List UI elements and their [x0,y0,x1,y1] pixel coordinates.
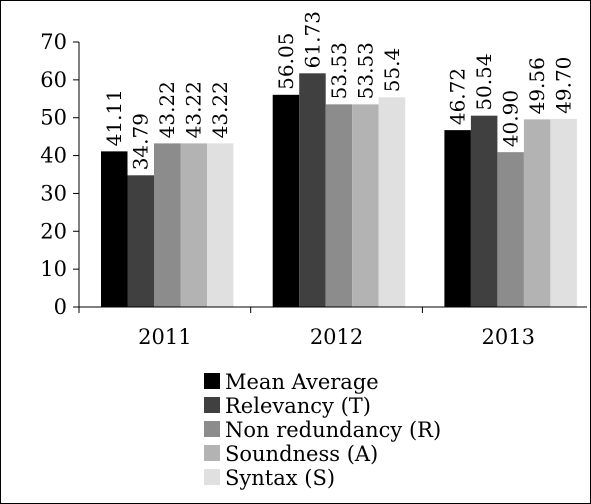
bar-2011-0 [101,151,128,307]
legend-label-0: Mean Average [225,370,379,394]
x-category-label: 2013 [482,325,535,349]
value-label-2012-1: 61.73 [300,11,324,68]
value-label-2013-3: 49.56 [525,57,549,114]
bar-2011-3 [180,143,207,307]
value-label-2011-1: 34.79 [129,113,153,170]
value-label-2013-4: 49.70 [552,57,576,114]
value-label-2011-0: 41.11 [102,89,126,146]
y-tick-label: 30 [40,181,67,205]
legend-swatch-0 [204,373,220,389]
y-tick-label: 70 [40,30,67,54]
bar-2012-4 [378,97,406,308]
bar-2011-1 [127,175,154,307]
bar-2013-2 [497,152,524,307]
value-label-2013-0: 46.72 [446,68,470,125]
bar-2013-3 [523,119,551,307]
legend-label-2: Non redundancy (R) [225,418,441,442]
bar-2012-0 [272,94,300,307]
value-label-2013-1: 50.54 [472,53,496,110]
legend-swatch-1 [204,397,220,413]
legend-label-3: Soundness (A) [225,442,378,466]
bar-2013-4 [550,118,577,307]
x-category-label: 2011 [138,325,191,349]
x-category-label: 2012 [310,325,363,349]
value-label-2012-0: 56.05 [274,33,298,90]
value-label-2012-3: 53.53 [353,42,377,99]
bar-2011-4 [207,143,234,307]
legend-swatch-3 [204,445,220,461]
legend-label-1: Relevancy (T) [225,394,371,418]
bar-2012-3 [352,104,379,308]
value-label-2011-2: 43.22 [155,81,179,138]
legend-label-4: Syntax (S) [225,466,335,490]
value-label-2011-4: 43.22 [208,81,232,138]
value-label-2012-4: 55.4 [380,48,404,93]
y-tick-label: 0 [54,295,67,319]
y-tick-label: 50 [40,106,67,130]
y-tick-label: 60 [40,68,67,92]
value-label-2012-2: 53.53 [327,42,351,99]
value-label-2011-3: 43.22 [182,81,206,138]
bar-2012-2 [325,104,353,308]
legend-swatch-4 [204,469,220,485]
legend-swatch-2 [204,421,220,437]
y-tick-label: 10 [40,257,67,281]
y-tick-label: 40 [40,144,67,168]
bar-2011-2 [154,143,181,307]
bar-2013-0 [444,130,471,307]
y-tick-label: 20 [40,219,67,243]
bar-2013-1 [470,115,498,307]
value-label-2013-2: 40.90 [499,90,523,147]
bar-2012-1 [299,73,326,307]
